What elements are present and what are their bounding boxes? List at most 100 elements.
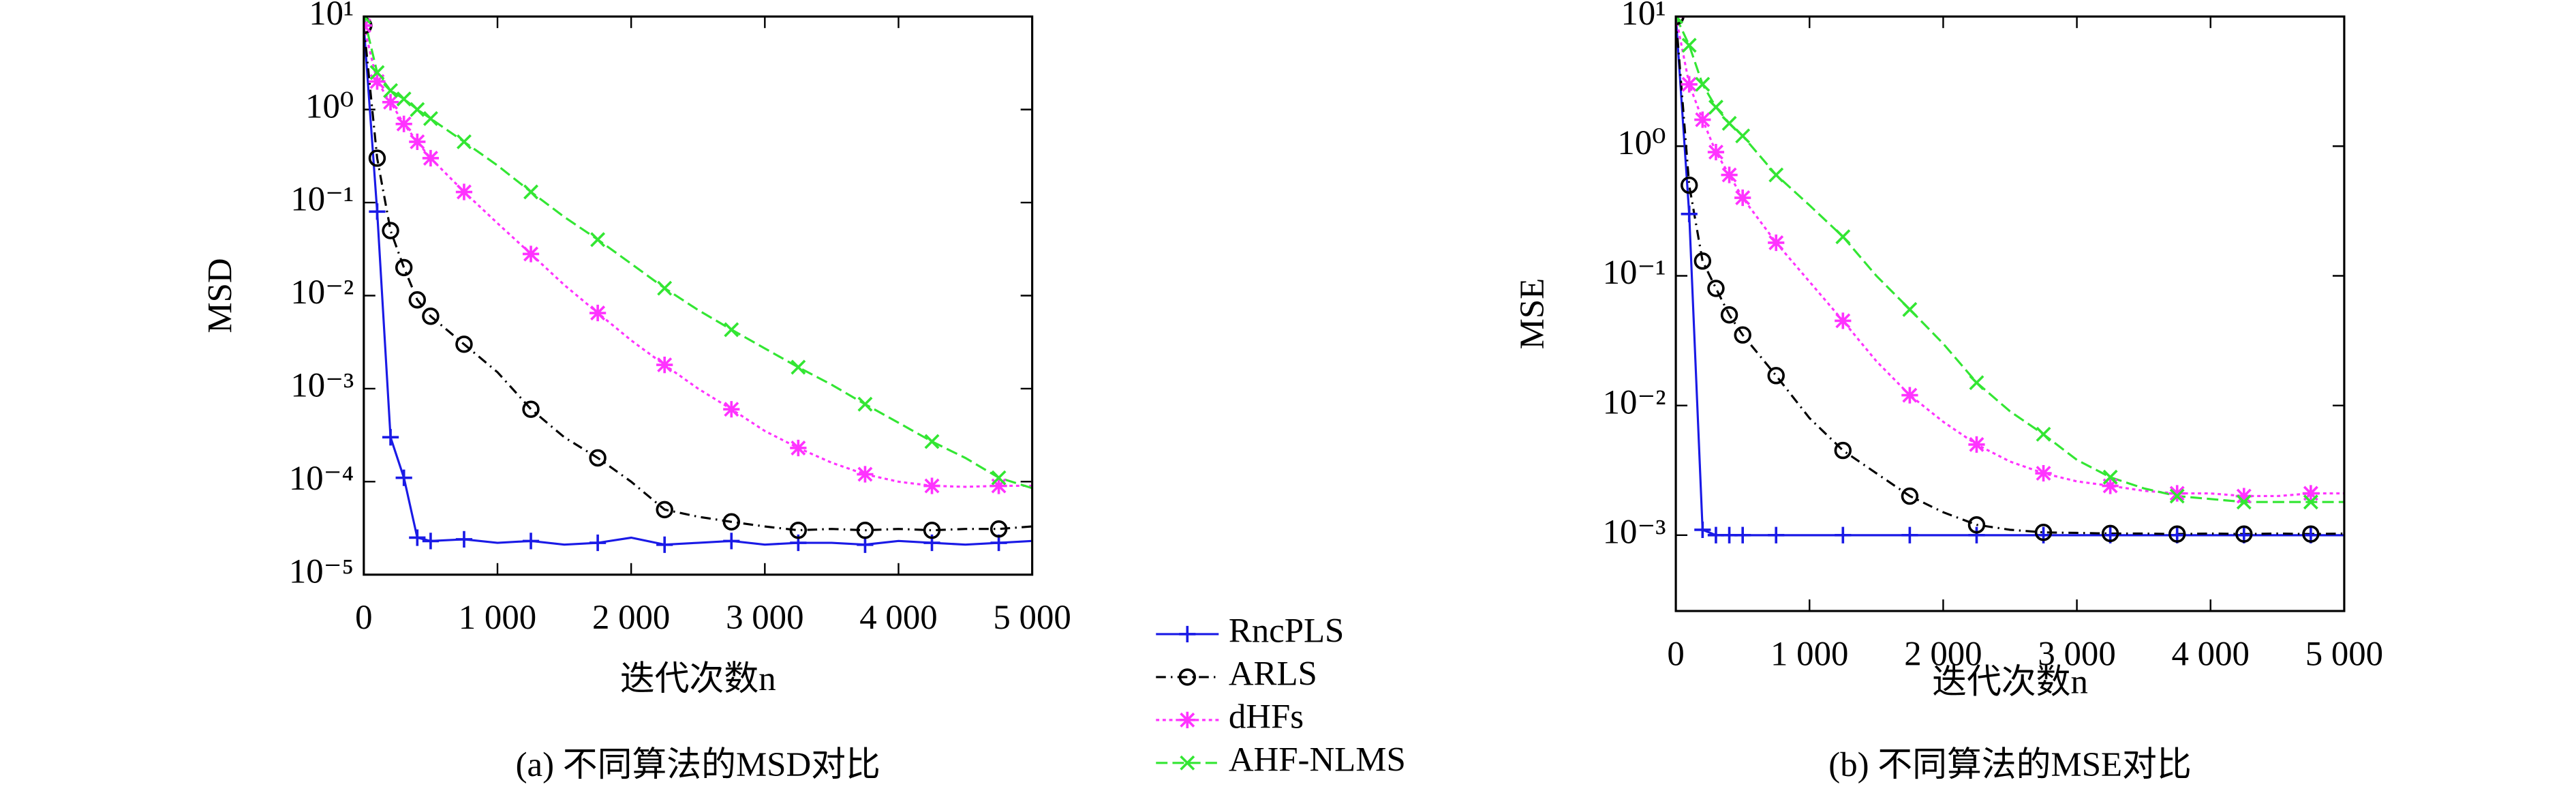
marker (1767, 367, 1785, 385)
marker (1707, 143, 1725, 161)
series-line (1676, 16, 2344, 537)
series-group (1676, 16, 2344, 543)
x-tick-label: 0 (355, 598, 372, 636)
marker (856, 521, 874, 539)
marker (2302, 525, 2320, 543)
caption: (a) 不同算法的MSD对比 (516, 745, 880, 783)
series-group (363, 16, 1032, 553)
x-tick-label: 1 000 (1770, 635, 1848, 673)
marker (396, 91, 412, 107)
x-tick-label: 2 000 (592, 598, 670, 636)
marker (369, 203, 386, 220)
marker (1681, 205, 1698, 222)
y-tick-label: 10⁰ (305, 87, 354, 125)
marker (382, 93, 399, 110)
x-axis-label: 迭代次数n (620, 659, 776, 698)
marker (422, 533, 440, 550)
marker (456, 134, 472, 149)
plot-frame (363, 15, 1034, 576)
marker (455, 531, 473, 548)
marker (369, 65, 385, 80)
marker (924, 434, 940, 449)
marker (722, 513, 740, 531)
marker (857, 536, 874, 553)
marker (790, 439, 807, 457)
marker (1720, 306, 1738, 324)
series-line (363, 25, 1032, 488)
marker (2101, 524, 2119, 543)
x-axis-label: 迭代次数n (1932, 663, 2088, 701)
marker (1834, 441, 1852, 460)
marker (2303, 494, 2318, 510)
y-tick-label: 10¹ (309, 0, 354, 32)
marker (590, 232, 606, 248)
series-line (363, 16, 1032, 490)
marker (789, 521, 808, 539)
legend-marker (1178, 668, 1196, 686)
marker (990, 520, 1008, 538)
marker (1721, 115, 1737, 131)
legend-label: AHF-NLMS (1229, 741, 1406, 779)
legend-label: ARLS (1229, 655, 1317, 693)
y-tick-label: 10⁻³ (290, 366, 354, 404)
marker (1901, 526, 1918, 543)
marker (2236, 494, 2252, 510)
y-tick-label: 10⁻⁵ (289, 552, 354, 590)
marker (1734, 326, 1751, 344)
marker (1968, 526, 1985, 543)
marker (791, 359, 806, 375)
marker (923, 477, 940, 494)
marker (723, 533, 740, 550)
marker (410, 102, 425, 117)
series-line (1676, 16, 2344, 503)
marker (523, 184, 539, 200)
legend-label: dHFs (1229, 698, 1304, 736)
marker (2235, 525, 2253, 543)
marker (2036, 426, 2051, 442)
series-line (1676, 16, 2344, 535)
y-axis-label: MSE (1513, 278, 1551, 350)
series-line (1676, 16, 2344, 498)
series-line (363, 25, 1032, 546)
marker (1681, 176, 1698, 194)
x-tick-label: 4 000 (2172, 635, 2250, 673)
legend-marker (1180, 755, 1195, 771)
marker (1768, 234, 1785, 252)
marker (522, 400, 540, 418)
x-tick-label: 4 000 (859, 598, 937, 636)
y-tick-label: 10⁻² (290, 273, 354, 311)
y-axis-label: MSD (201, 258, 239, 333)
marker (2168, 525, 2186, 543)
y-tick-label: 10¹ (1621, 0, 1666, 32)
marker (1708, 100, 1723, 115)
marker (395, 115, 412, 132)
marker (657, 280, 673, 296)
marker (1734, 189, 1751, 207)
marker (923, 521, 941, 539)
marker (395, 469, 412, 486)
y-tick-label: 10⁻² (1603, 383, 1666, 421)
x-tick-label: 5 000 (2305, 635, 2383, 673)
marker (2235, 488, 2252, 505)
x-tick-label: 1 000 (459, 598, 536, 636)
marker (1695, 76, 1711, 92)
marker (1835, 229, 1851, 245)
marker (2035, 464, 2052, 482)
marker (1967, 516, 1986, 534)
marker (1681, 38, 1697, 53)
marker (455, 183, 473, 200)
marker (990, 477, 1007, 494)
x-tick-label: 0 (1667, 635, 1684, 673)
plot: 10¹ 10⁰ 10⁻¹ 10⁻² 10⁻³ 0 1 000 2 000 3 000 4 000 5… (1513, 0, 2383, 783)
marker (522, 533, 540, 550)
marker (1694, 111, 1711, 128)
marker (2168, 485, 2186, 502)
legend-label: RncPLS (1229, 612, 1345, 650)
plot: 10¹ 10⁰ 10⁻¹ 10⁻² 10⁻³ 10⁻⁴ 10⁻⁵0 1 000 2 000 3 0… (201, 0, 1071, 783)
marker (363, 16, 371, 25)
marker (723, 401, 740, 418)
marker (2302, 485, 2319, 502)
x-tick-label: 5 000 (993, 598, 1071, 636)
marker (1768, 167, 1784, 183)
marker (1901, 487, 1919, 505)
